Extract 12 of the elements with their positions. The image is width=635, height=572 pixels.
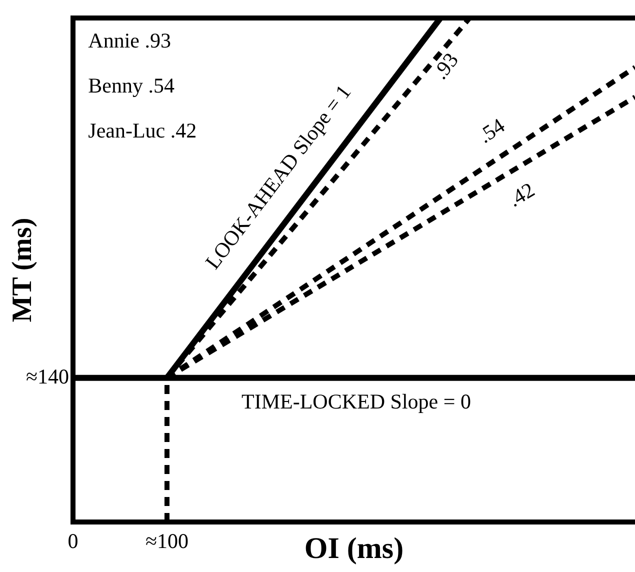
annotation: Jean-Luc .42 (88, 118, 197, 142)
y-axis-title: MT (ms) (7, 218, 38, 322)
x-tick-label: 0 (68, 529, 78, 554)
annotation: .93 (428, 48, 464, 84)
text: ≈140 (26, 364, 69, 388)
annotation: Annie .93 (88, 28, 171, 53)
x-axis-title: OI (ms) (304, 532, 404, 565)
annotation: Benny .54 (88, 74, 175, 98)
x-tick-label: ≈100 (145, 529, 188, 554)
annotation: .42 (504, 178, 539, 212)
annotation: TIME-LOCKED Slope = 0 (242, 390, 471, 414)
annotation: .54 (474, 113, 510, 148)
